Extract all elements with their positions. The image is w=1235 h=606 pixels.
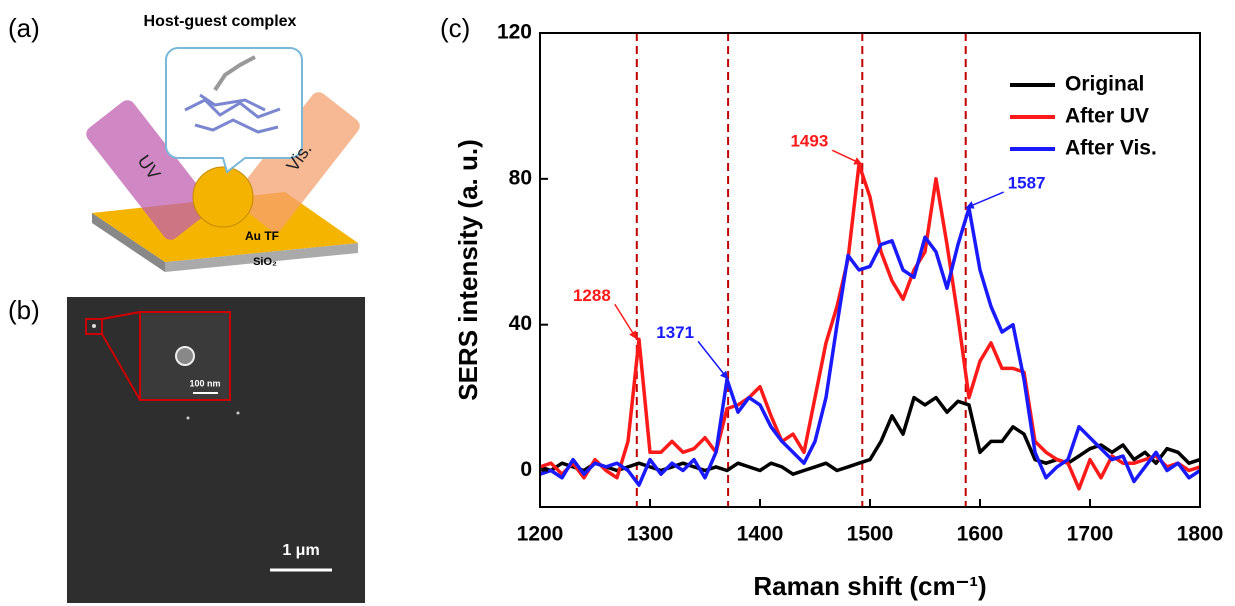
y-tick-label: 80 [509, 166, 532, 189]
y-tick-label: 40 [509, 312, 532, 335]
x-tick-label: 1800 [1177, 523, 1224, 546]
series-line [540, 398, 1200, 475]
inset-particle [176, 347, 194, 365]
panel-title: Host-guest complex [144, 13, 297, 30]
gold-particle [193, 167, 253, 227]
scale-text: 100 nm [189, 378, 220, 388]
scale-text: 1 μm [282, 542, 319, 559]
y-tick-label: 0 [520, 458, 532, 481]
x-tick-label: 1700 [1067, 523, 1114, 546]
substrate-text: SiO₂ [253, 256, 277, 268]
legend-label: Original [1065, 73, 1144, 96]
x-tick-label: 1300 [627, 523, 674, 546]
plot: 0 40 80 120 1200 1300 1400 1500 1600 1700 1800 1288… [497, 21, 1223, 546]
annotation-label: 1493 [790, 132, 828, 151]
particle [92, 324, 96, 328]
annotation-label: 1371 [656, 323, 694, 342]
panel-label: (b) [8, 295, 40, 325]
x-tick-label: 1400 [737, 523, 784, 546]
x-tick-label: 1500 [847, 523, 894, 546]
x-tick-label: 1200 [517, 523, 564, 546]
x-axis-title: Raman shift (cm⁻¹) [753, 571, 986, 601]
particle [237, 412, 240, 415]
annotation-label: 1587 [1008, 173, 1046, 192]
legend-label: After Vis. [1065, 137, 1157, 160]
film-text: Au TF [245, 229, 279, 243]
y-axis-title: SERS intensity (a. u.) [453, 139, 483, 401]
panel-label: (a) [8, 13, 40, 43]
x-tick-label: 1600 [957, 523, 1004, 546]
legend-label: After UV [1065, 105, 1149, 128]
particle [187, 417, 190, 420]
annotation-label: 1288 [573, 286, 611, 305]
series-line [540, 164, 1200, 489]
page: {"panels": {"a": {"label": "(a)", "title… [0, 0, 1235, 606]
panel-label: (c) [440, 13, 470, 43]
y-tick-label: 120 [497, 21, 532, 44]
arrow-head [629, 330, 637, 339]
figure: (a) Host-guest complex UV Vis. Au TF SiO… [0, 0, 1235, 606]
arrow-head [720, 371, 728, 380]
